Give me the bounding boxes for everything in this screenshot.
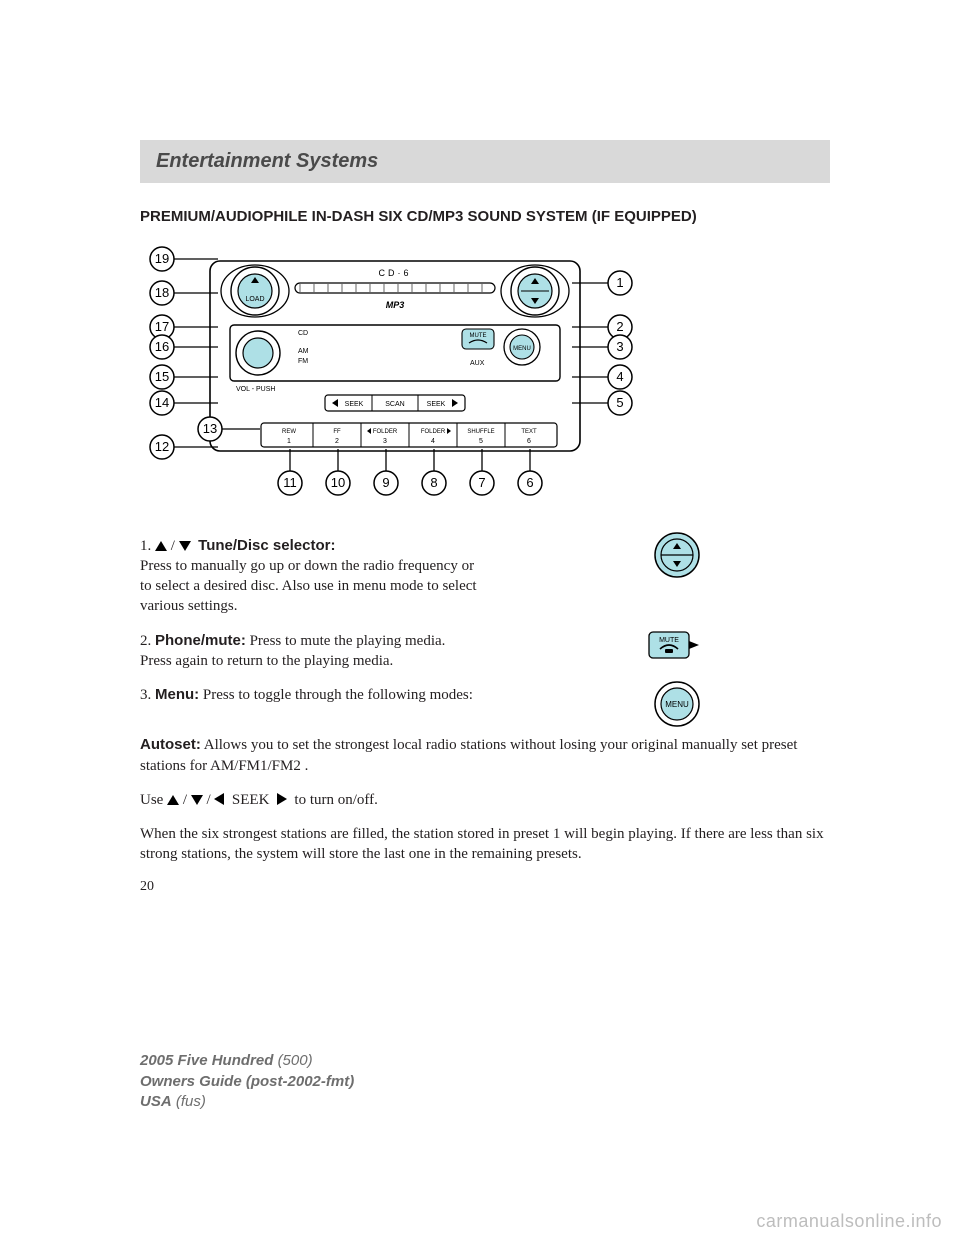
mute-icon-col: MUTE bbox=[648, 631, 700, 664]
svg-text:14: 14 bbox=[155, 395, 169, 410]
svg-text:SHUFFLE: SHUFFLE bbox=[467, 429, 494, 435]
svg-text:LOAD: LOAD bbox=[245, 296, 264, 303]
item-1-text: 1. / Tune/Disc selector: Press to manual… bbox=[140, 536, 480, 617]
use-seek: SEEK bbox=[232, 792, 270, 808]
svg-text:TEXT: TEXT bbox=[521, 429, 537, 435]
item-1-num: 1. bbox=[140, 538, 151, 554]
svg-text:12: 12 bbox=[155, 439, 169, 454]
svg-text:17: 17 bbox=[155, 319, 169, 334]
triangle-down-icon bbox=[191, 795, 203, 805]
radio-diagram: LOAD CD·6 MP3 CD AM FM VOL - PUSH MUTE MENU AUX SE… bbox=[140, 243, 830, 508]
item-3-body: Press to toggle through the following mo… bbox=[203, 687, 473, 703]
subheading: PREMIUM/AUDIOPHILE IN-DASH SIX CD/MP3 SO… bbox=[140, 207, 830, 227]
svg-text:8: 8 bbox=[430, 475, 437, 490]
radio-diagram-svg: LOAD CD·6 MP3 CD AM FM VOL - PUSH MUTE MENU AUX SE… bbox=[140, 243, 640, 503]
section-header: Entertainment Systems bbox=[140, 140, 830, 183]
svg-text:19: 19 bbox=[155, 251, 169, 266]
watermark: carmanualsonline.info bbox=[756, 1211, 942, 1232]
tail-para: When the six strongest stations are fill… bbox=[140, 824, 830, 865]
svg-text:7: 7 bbox=[478, 475, 485, 490]
svg-text:SEEK: SEEK bbox=[345, 401, 364, 408]
item-3-bold: Menu: bbox=[155, 686, 199, 703]
item-2-bold: Phone/mute: bbox=[155, 632, 246, 649]
svg-text:15: 15 bbox=[155, 369, 169, 384]
svg-text:4: 4 bbox=[616, 369, 623, 384]
use-pre: Use bbox=[140, 792, 163, 808]
triangle-right-icon bbox=[277, 793, 287, 805]
item-1-bold: Tune/Disc selector: bbox=[198, 537, 335, 554]
svg-text:10: 10 bbox=[331, 475, 345, 490]
item-2-text: 2. Phone/mute: Press to mute the playing… bbox=[140, 631, 480, 672]
menu-icon: MENU bbox=[654, 681, 700, 727]
footer-l2: Owners Guide (post-2002-fmt) bbox=[140, 1072, 354, 1092]
svg-text:16: 16 bbox=[155, 339, 169, 354]
svg-text:MENU: MENU bbox=[513, 346, 531, 352]
footer-l3a: USA bbox=[140, 1093, 172, 1110]
triangle-up-icon bbox=[155, 541, 167, 551]
item-1-block: 1. / Tune/Disc selector: Press to manual… bbox=[140, 536, 830, 617]
svg-text:11: 11 bbox=[283, 475, 297, 490]
svg-text:5: 5 bbox=[479, 438, 483, 445]
svg-text:MUTE: MUTE bbox=[470, 333, 487, 339]
use-post: to turn on/off. bbox=[294, 792, 377, 808]
svg-text:1: 1 bbox=[287, 438, 291, 445]
svg-text:SEEK: SEEK bbox=[427, 401, 446, 408]
svg-text:FOLDER: FOLDER bbox=[421, 429, 446, 435]
svg-text:3: 3 bbox=[616, 339, 623, 354]
footer: 2005 Five Hundred (500) Owners Guide (po… bbox=[140, 1051, 354, 1112]
item-1-body: Press to manually go up or down the radi… bbox=[140, 558, 477, 615]
triangle-left-icon bbox=[214, 793, 224, 805]
svg-text:6: 6 bbox=[526, 475, 533, 490]
triangle-down-icon bbox=[179, 541, 191, 551]
svg-text:4: 4 bbox=[431, 438, 435, 445]
item-2-num: 2. bbox=[140, 633, 151, 649]
svg-text:18: 18 bbox=[155, 285, 169, 300]
footer-l3b: (fus) bbox=[176, 1093, 206, 1110]
item-3-text: 3. Menu: Press to toggle through the fol… bbox=[140, 685, 480, 705]
autoset-para: Autoset: Allows you to set the strongest… bbox=[140, 735, 830, 776]
svg-text:CD·6: CD·6 bbox=[378, 268, 411, 278]
svg-text:AUX: AUX bbox=[470, 360, 485, 367]
item-3-num: 3. bbox=[140, 687, 151, 703]
svg-text:MUTE: MUTE bbox=[659, 637, 679, 644]
svg-text:AM: AM bbox=[298, 348, 309, 355]
item-3-block: 3. Menu: Press to toggle through the fol… bbox=[140, 685, 830, 705]
footer-l1a: 2005 Five Hundred bbox=[140, 1052, 273, 1069]
svg-text:FM: FM bbox=[298, 358, 308, 365]
svg-text:FF: FF bbox=[333, 429, 341, 435]
mute-icon: MUTE bbox=[648, 631, 700, 659]
svg-text:MP3: MP3 bbox=[386, 300, 405, 310]
triangle-up-icon bbox=[167, 795, 179, 805]
footer-l1b: (500) bbox=[278, 1052, 313, 1069]
svg-text:CD: CD bbox=[298, 330, 308, 337]
svg-text:3: 3 bbox=[383, 438, 387, 445]
tune-icon-wrap bbox=[654, 532, 700, 583]
svg-text:1: 1 bbox=[616, 275, 623, 290]
svg-text:FOLDER: FOLDER bbox=[373, 429, 398, 435]
autoset-bold: Autoset: bbox=[140, 736, 201, 753]
svg-text:6: 6 bbox=[527, 438, 531, 445]
item-2-block: 2. Phone/mute: Press to mute the playing… bbox=[140, 631, 830, 672]
svg-text:VOL - PUSH: VOL - PUSH bbox=[236, 386, 275, 393]
menu-icon-col: MENU bbox=[654, 681, 700, 732]
svg-text:9: 9 bbox=[382, 475, 389, 490]
svg-text:5: 5 bbox=[616, 395, 623, 410]
svg-text:13: 13 bbox=[203, 421, 217, 436]
svg-text:SCAN: SCAN bbox=[385, 401, 404, 408]
tune-disc-icon bbox=[654, 532, 700, 578]
svg-text:MENU: MENU bbox=[665, 700, 689, 709]
autoset-text: Allows you to set the strongest local ra… bbox=[140, 737, 797, 773]
svg-text:2: 2 bbox=[616, 319, 623, 334]
section-title: Entertainment Systems bbox=[156, 150, 378, 172]
svg-text:REW: REW bbox=[282, 429, 296, 435]
svg-text:2: 2 bbox=[335, 438, 339, 445]
page-number: 20 bbox=[140, 879, 830, 895]
use-line: Use / / SEEK to turn on/off. bbox=[140, 790, 830, 810]
